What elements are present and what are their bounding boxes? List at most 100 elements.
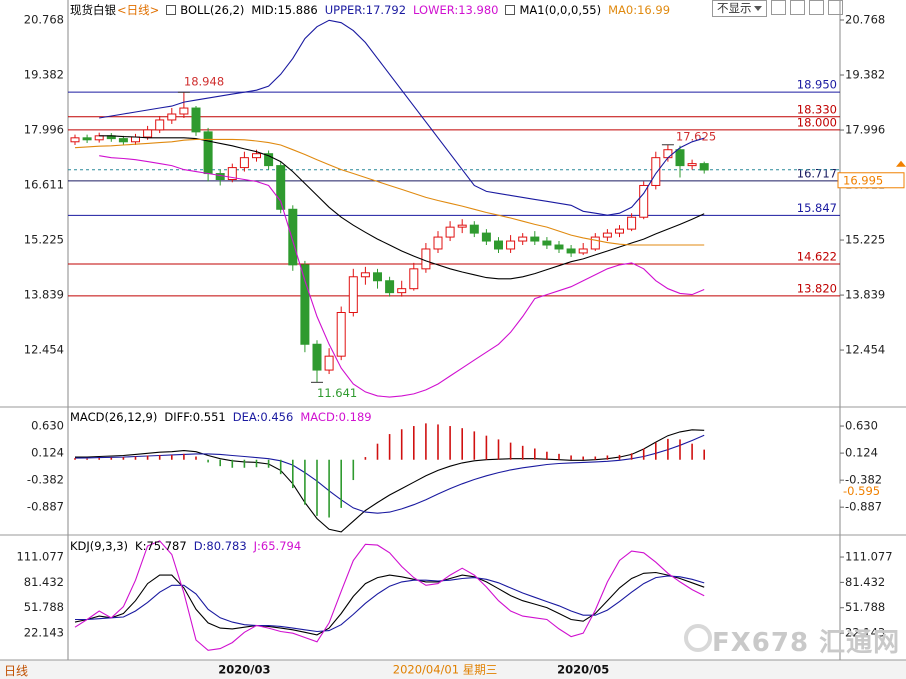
candle-body: [360, 272, 370, 278]
y-tick-label: 15.225: [24, 233, 64, 247]
candle-body: [554, 244, 564, 250]
series-line: [75, 575, 705, 633]
y-tick-label: 19.382: [845, 68, 885, 82]
price-line-label: 16.717: [797, 166, 837, 180]
candle-body: [300, 264, 310, 345]
period-tab[interactable]: 日线: [4, 664, 29, 678]
candle-body: [457, 224, 467, 228]
candle-body: [264, 153, 274, 167]
y-tick-label: 0.630: [845, 419, 878, 433]
candle-body: [348, 276, 358, 313]
candle-body: [651, 157, 661, 186]
legend-entry: MA0:16.99: [608, 3, 671, 17]
legend-entry: DIFF:0.551: [164, 410, 226, 424]
checkbox[interactable]: [166, 5, 177, 15]
candle-body: [118, 138, 128, 143]
kdj-header: KDJ(9,3,3) K:75.787 D:80.783 J:65.794: [70, 539, 301, 553]
candle-body: [699, 163, 709, 171]
y-tick-label: 20.768: [845, 12, 885, 26]
icon-button[interactable]: [808, 0, 824, 15]
candle-body: [663, 149, 673, 159]
legend-entry: UPPER:17.792: [324, 3, 407, 17]
candle-body: [578, 248, 588, 254]
close-button[interactable]: [827, 0, 843, 15]
candle-body: [675, 149, 685, 167]
y-tick-label: 12.454: [24, 343, 64, 357]
indicator: MA1(0,0,0,55): [519, 3, 602, 17]
legend-entry: DEA:0.456: [232, 410, 294, 424]
legend-entry: MID:15.886: [251, 3, 318, 17]
series-line: [75, 429, 705, 533]
last-price-box: [837, 172, 905, 189]
x-tick-label: 2020/03: [218, 663, 270, 677]
y-tick-label: 13.839: [24, 288, 64, 302]
candle-body: [131, 136, 140, 143]
series-line: [99, 135, 705, 280]
candle-body: [143, 129, 153, 138]
series-line: [74, 138, 705, 246]
y-tick-label: 111.077: [845, 550, 893, 564]
macd-header: MACD(26,12,9) DIFF:0.551 DEA:0.456 MACD:…: [70, 410, 372, 424]
candle-body: [167, 113, 177, 121]
candle-body: [481, 232, 491, 242]
y-tick-label: 20.768: [24, 12, 64, 26]
legend-entry: J:65.794: [253, 539, 302, 553]
icon-button[interactable]: [789, 0, 805, 15]
candle-body: [506, 240, 516, 250]
y-tick-label: 13.839: [845, 288, 885, 302]
icon-button[interactable]: [770, 0, 786, 15]
candle-body: [494, 240, 503, 250]
checkbox[interactable]: [505, 5, 516, 15]
y-tick-label: 81.432: [24, 575, 64, 589]
y-tick-label: -0.887: [27, 500, 64, 514]
period: <日线>: [117, 3, 160, 17]
y-tick-label: 51.788: [24, 600, 64, 614]
candle-body: [469, 224, 479, 234]
low-annotation: 11.641: [317, 386, 357, 400]
x-axis-band: [0, 660, 906, 679]
y-tick-label: 15.225: [845, 233, 885, 247]
candle-body: [421, 248, 431, 270]
series-line: [74, 571, 705, 636]
price-line-label: 13.820: [797, 281, 837, 295]
instrument: 现货白银: [70, 3, 116, 17]
candle-body: [203, 131, 213, 175]
y-tick-label: 17.996: [24, 123, 64, 137]
candle-body: [373, 272, 382, 282]
crosshair-date: 2020/04/01 星期三: [393, 663, 497, 677]
candle-body: [227, 167, 237, 181]
y-tick-label: 22.143: [24, 626, 64, 640]
marker-box: [838, 483, 888, 500]
candle-body: [215, 173, 225, 181]
candle-body: [191, 107, 201, 133]
y-tick-label: 111.077: [16, 550, 64, 564]
y-tick-label: 0.124: [31, 446, 64, 460]
watermark-logo: [684, 624, 712, 652]
candle-body: [639, 184, 649, 218]
x-tick-label: 2020/05: [557, 663, 609, 677]
main-header: 现货白银 <日线> BOLL(26,2) MID:15.886 UPPER:17…: [70, 2, 670, 18]
price-line-label: 18.000: [797, 115, 837, 129]
candle-body: [687, 163, 697, 167]
watermark: FX678 汇通网: [712, 628, 901, 658]
y-tick-label: 81.432: [845, 575, 885, 589]
candle-body: [239, 157, 249, 169]
hide-button[interactable]: 不显示: [712, 0, 767, 17]
candle-body: [542, 240, 552, 246]
candle-body: [82, 137, 92, 141]
series-line: [74, 540, 705, 651]
indicator: MACD(26,12,9): [70, 410, 158, 424]
legend-entry: K:75.787: [135, 539, 187, 553]
candle-body: [336, 311, 346, 357]
candle-body: [94, 135, 104, 141]
high-annotation: 18.948: [184, 75, 224, 89]
candle-body: [433, 236, 443, 250]
candle-body: [615, 228, 624, 234]
candle-body: [312, 343, 322, 371]
legend-entry: D:80.783: [193, 539, 247, 553]
marker-label: -0.595: [843, 484, 880, 498]
y-tick-label: -0.382: [27, 473, 64, 487]
y-tick-label: 12.454: [845, 343, 885, 357]
